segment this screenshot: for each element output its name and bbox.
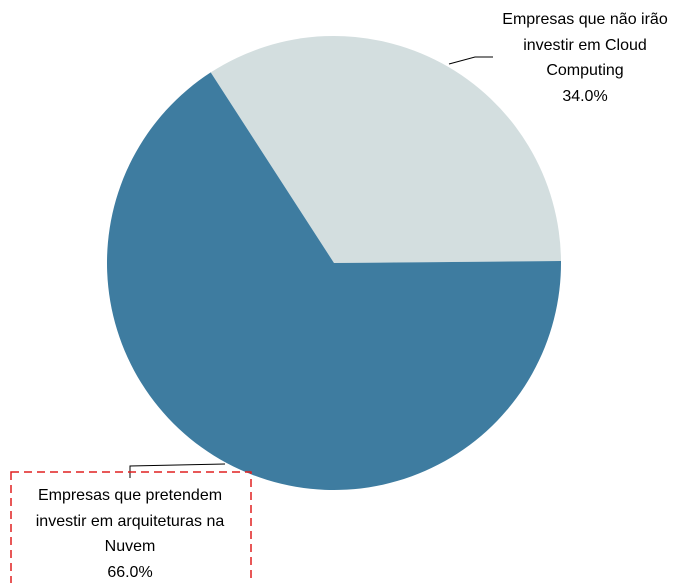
pie-slice — [210, 36, 561, 264]
slice-label: Empresas que não irão investir em Cloud … — [487, 7, 683, 109]
leader-line — [129, 463, 226, 478]
slice-label: Empresas que pretendem investir em arqui… — [28, 483, 232, 583]
leader-line — [448, 56, 493, 65]
highlight-box — [10, 471, 252, 583]
pie-slice — [106, 72, 561, 491]
slice-value: 34.0% — [562, 87, 608, 105]
slice-value: 66.0% — [107, 563, 153, 581]
slice-name: Empresas que não irão investir em Cloud … — [502, 11, 668, 79]
slice-name: Empresas que pretendem investir em arqui… — [35, 487, 225, 555]
